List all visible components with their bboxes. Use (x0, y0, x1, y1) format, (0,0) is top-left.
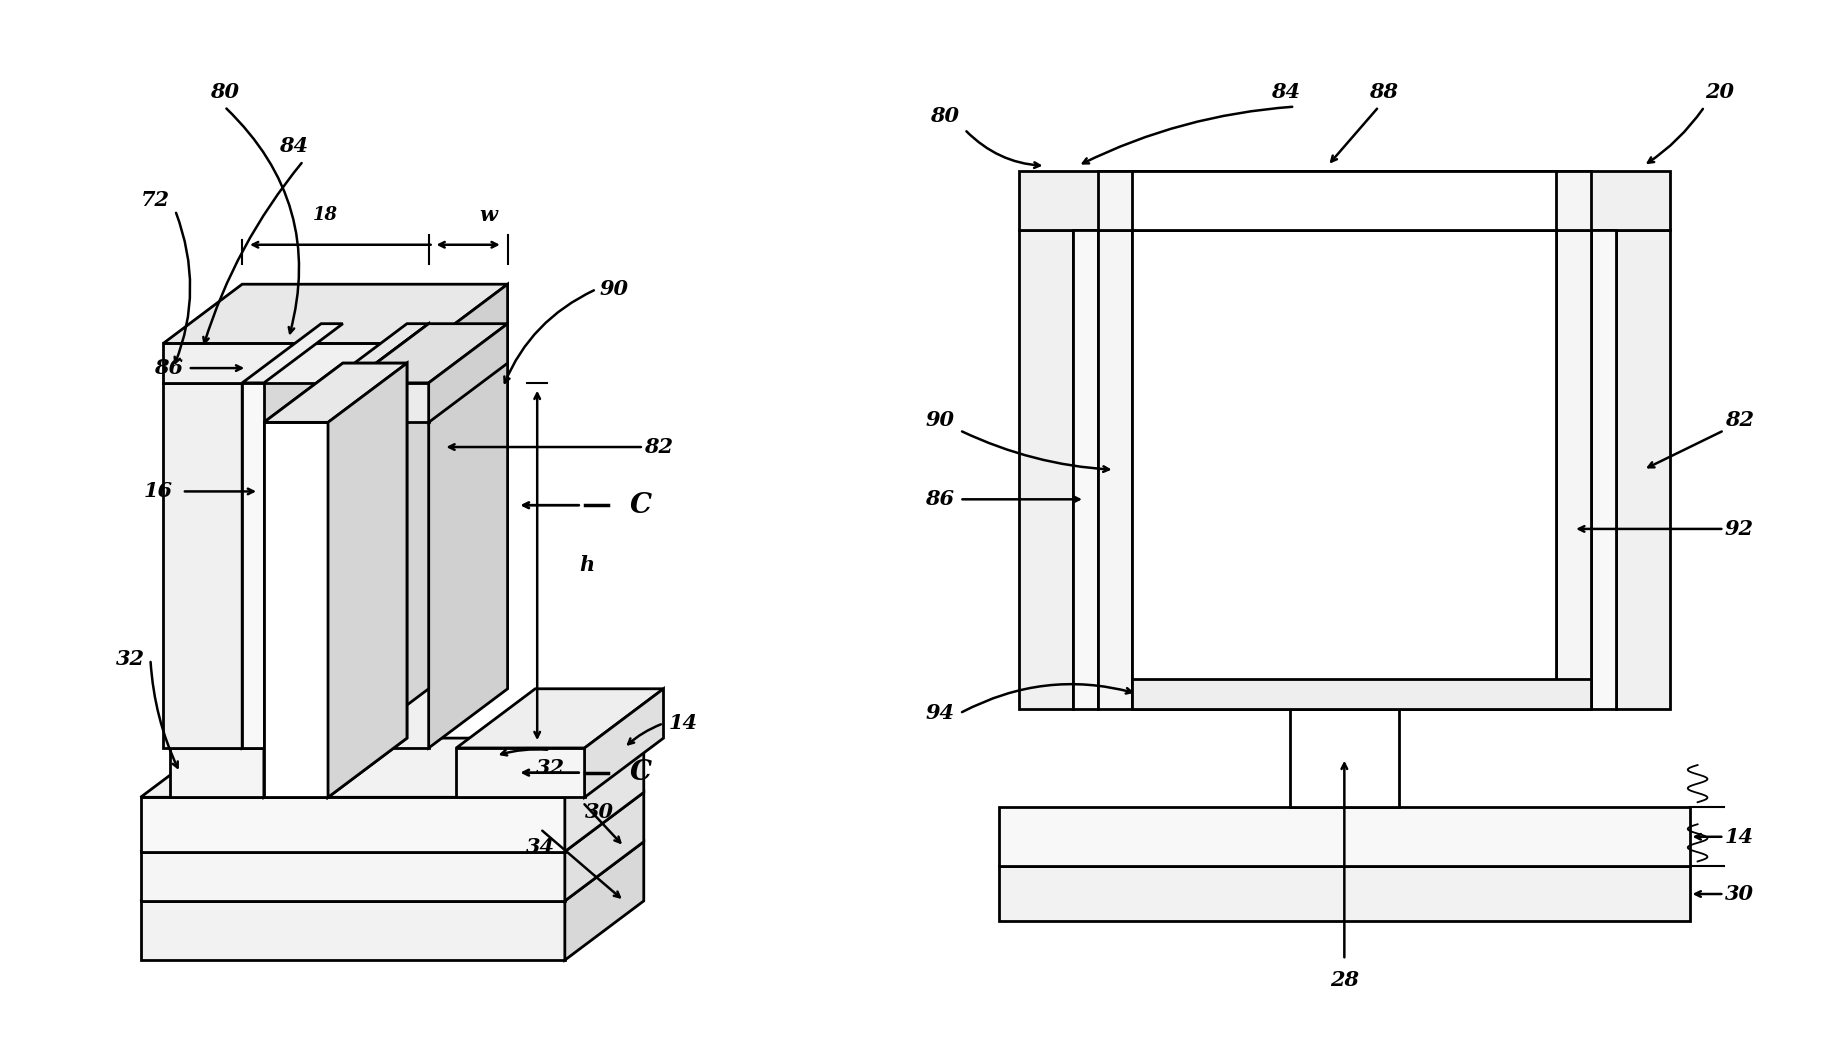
Polygon shape (140, 842, 643, 901)
Polygon shape (163, 343, 429, 383)
Polygon shape (163, 323, 322, 383)
Polygon shape (565, 738, 643, 851)
Text: C: C (630, 492, 652, 519)
Polygon shape (264, 423, 327, 797)
Text: 90: 90 (926, 410, 954, 430)
Polygon shape (327, 363, 407, 797)
Polygon shape (456, 748, 584, 797)
Polygon shape (1018, 170, 1671, 230)
Polygon shape (349, 383, 429, 423)
Polygon shape (327, 363, 407, 797)
Polygon shape (140, 901, 565, 960)
Polygon shape (1591, 230, 1615, 708)
Polygon shape (1615, 230, 1671, 708)
Polygon shape (264, 363, 407, 423)
Polygon shape (170, 688, 344, 748)
Polygon shape (1000, 866, 1689, 920)
Text: 14: 14 (1724, 826, 1754, 847)
Polygon shape (1074, 230, 1098, 708)
Polygon shape (264, 688, 344, 797)
Polygon shape (1133, 170, 1556, 230)
Text: 14: 14 (669, 713, 699, 733)
Polygon shape (242, 323, 322, 748)
Polygon shape (584, 688, 663, 797)
Text: 80: 80 (930, 107, 959, 127)
Polygon shape (327, 383, 349, 748)
Polygon shape (1133, 230, 1556, 708)
Text: 80: 80 (211, 82, 238, 101)
Text: 84: 84 (1271, 82, 1299, 101)
Text: 90: 90 (599, 279, 628, 299)
Text: 86: 86 (153, 358, 183, 378)
Text: 18: 18 (312, 206, 338, 224)
Polygon shape (1556, 230, 1591, 708)
Text: 94: 94 (926, 704, 954, 724)
Polygon shape (1098, 230, 1133, 708)
Polygon shape (1133, 679, 1591, 708)
Text: 92: 92 (1724, 519, 1754, 539)
Text: 82: 82 (645, 437, 673, 457)
Polygon shape (1290, 708, 1399, 808)
Text: 86: 86 (926, 490, 954, 509)
Polygon shape (349, 323, 508, 383)
Polygon shape (429, 323, 508, 748)
Polygon shape (565, 842, 643, 960)
Polygon shape (1098, 170, 1591, 230)
Polygon shape (140, 793, 643, 851)
Text: h: h (578, 555, 593, 575)
Polygon shape (1018, 230, 1074, 708)
Polygon shape (242, 323, 344, 383)
Text: 72: 72 (140, 190, 170, 210)
Polygon shape (264, 363, 407, 423)
Polygon shape (565, 793, 643, 901)
Text: 32: 32 (116, 650, 146, 669)
Text: 82: 82 (1724, 410, 1754, 430)
Text: C: C (630, 759, 652, 787)
Polygon shape (264, 423, 327, 797)
Polygon shape (140, 738, 643, 797)
Polygon shape (163, 285, 508, 343)
Polygon shape (1000, 808, 1689, 866)
Text: 34: 34 (525, 837, 554, 857)
Polygon shape (140, 797, 565, 851)
Text: 30: 30 (584, 802, 614, 822)
Text: w: w (479, 205, 497, 225)
Text: 20: 20 (1706, 82, 1733, 101)
Text: 16: 16 (144, 481, 174, 501)
Polygon shape (163, 383, 242, 748)
Polygon shape (429, 323, 508, 423)
Text: 28: 28 (1331, 970, 1358, 990)
Polygon shape (349, 323, 429, 748)
Polygon shape (429, 285, 508, 383)
Polygon shape (349, 323, 508, 383)
Polygon shape (349, 383, 429, 748)
Polygon shape (140, 851, 565, 901)
Polygon shape (456, 688, 663, 748)
Polygon shape (327, 323, 429, 383)
Text: 88: 88 (1369, 82, 1399, 101)
Text: 84: 84 (279, 136, 309, 156)
Text: 30: 30 (1724, 884, 1754, 904)
Polygon shape (170, 748, 264, 797)
Text: 32: 32 (536, 757, 564, 778)
Polygon shape (242, 383, 264, 748)
